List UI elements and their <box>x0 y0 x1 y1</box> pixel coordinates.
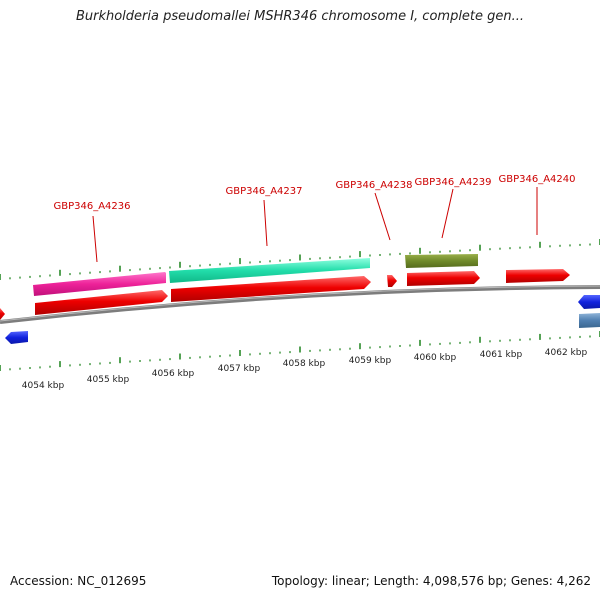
genome-backbone-highlight <box>0 285 600 322</box>
axis-label: 4061 kbp <box>480 350 523 360</box>
gene-reverse-right[interactable] <box>578 295 600 309</box>
map-title: Burkholderia pseudomallei MSHR346 chromo… <box>75 9 525 24</box>
cds-left-edge[interactable] <box>0 308 5 320</box>
outer-tick-track <box>0 239 600 280</box>
gene-label[interactable]: GBP346_A4237 <box>225 186 302 197</box>
gene-GBP346_A4239[interactable] <box>405 254 478 268</box>
accession-label: Accession: NC_012695 <box>10 574 147 588</box>
genome-backbone <box>0 285 600 324</box>
reverse-track <box>5 295 600 344</box>
gene-GBP346_A4236[interactable] <box>33 272 166 296</box>
inner-tick-track <box>0 331 600 371</box>
gene-track-top <box>33 254 478 296</box>
axis-label: 4060 kbp <box>414 353 457 363</box>
genome-summary: Topology: linear; Length: 4,098,576 bp; … <box>271 574 591 588</box>
gene-GBP346_A4237[interactable] <box>169 258 370 283</box>
cds-GBP346_A4237[interactable] <box>171 276 371 302</box>
cds-GBP346_A4236[interactable] <box>35 290 168 315</box>
cds-GBP346_A4240[interactable] <box>506 269 570 283</box>
gene-label[interactable]: GBP346_A4236 <box>53 201 130 212</box>
gene-label[interactable]: GBP346_A4240 <box>498 174 575 185</box>
axis-label: 4056 kbp <box>152 369 195 379</box>
cds-GBP346_A4239[interactable] <box>407 271 480 286</box>
cds-track <box>0 269 570 320</box>
axis-label: 4055 kbp <box>87 375 130 385</box>
axis-label: 4062 kbp <box>545 348 588 358</box>
cds-GBP346_A4238[interactable] <box>387 275 397 287</box>
axis-label: 4054 kbp <box>22 381 65 391</box>
gene-label[interactable]: GBP346_A4239 <box>414 177 491 188</box>
gene-steel-right[interactable] <box>579 313 600 328</box>
gene-label-leaders <box>92 187 538 263</box>
gene-reverse-left[interactable] <box>5 331 28 344</box>
axis-label: 4057 kbp <box>218 364 261 374</box>
axis-label: 4058 kbp <box>283 359 326 369</box>
gene-label[interactable]: GBP346_A4238 <box>335 180 412 191</box>
axis-label: 4059 kbp <box>349 356 392 366</box>
